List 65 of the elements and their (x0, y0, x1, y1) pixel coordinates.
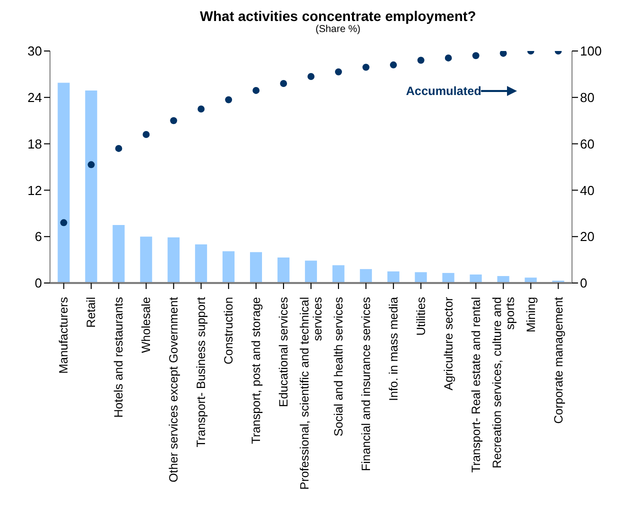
x-tick-label: Hotels and restaurants (112, 297, 126, 418)
y-tick-label: 24 (28, 90, 42, 106)
y2-tick-label: 80 (580, 90, 594, 106)
x-tick-label: Social and health services (331, 297, 346, 436)
annotation: Accumulated (406, 84, 482, 98)
x-tick-label: Utilities (414, 297, 428, 336)
x-tick-label: Mining (524, 297, 538, 332)
bar (250, 252, 262, 283)
x-tick-label: Info. in mass media (386, 296, 400, 402)
bar (304, 260, 317, 283)
x-tick-label: Wholesale (139, 296, 154, 354)
point (362, 64, 370, 71)
y-tick-label: 6 (34, 229, 42, 244)
bar (387, 271, 400, 283)
x-tick-label: Transport- Real estate and rental (468, 297, 483, 473)
bar (168, 237, 180, 283)
y-tick-label: 30 (28, 44, 42, 59)
bar (332, 265, 344, 283)
x-tick-label: Agriculture sector (441, 297, 456, 390)
y2-tick-label: 0 (580, 276, 588, 291)
y-tick-label: 0 (34, 276, 42, 291)
point (390, 61, 397, 68)
bar (85, 90, 98, 283)
x-tick-label: Retail (84, 297, 98, 328)
point (280, 80, 288, 87)
x-tick-label: Transport- Business support (194, 296, 208, 448)
y2-tick-label: 60 (580, 136, 594, 152)
point (142, 131, 150, 138)
x-tick-label: Recreation services, culture and sports (490, 297, 517, 468)
point (88, 161, 95, 168)
bar (360, 269, 372, 283)
point (472, 52, 480, 60)
x-tick-label: Other services except Government (166, 296, 181, 482)
bar (222, 251, 235, 283)
y2-tick-label: 20 (580, 229, 594, 244)
bar (195, 244, 208, 283)
bar (112, 225, 125, 283)
x-tick-label: Transport, post and storage (249, 296, 264, 444)
y2-tick-label: 40 (580, 182, 594, 198)
x-tick-label: Financial and insurance services (358, 297, 373, 472)
point (417, 56, 424, 64)
x-tick-label: Construction (222, 297, 236, 364)
bar (277, 257, 290, 283)
point (308, 73, 314, 80)
y-tick-label: 12 (28, 182, 42, 198)
y2-tick-label: 100 (580, 44, 602, 59)
chart-title: What activities concentrate employment? (198, 8, 478, 24)
point (252, 86, 260, 94)
x-tick-label: Corporate management (551, 296, 566, 424)
chart-subtitle: (Share %) (314, 24, 362, 35)
x-tick-label: Manufacturers (56, 297, 71, 374)
bar (414, 272, 427, 283)
x-tick-label: Educational services (276, 297, 291, 408)
bar (58, 82, 70, 283)
point (60, 219, 68, 226)
point (170, 117, 178, 124)
point (198, 106, 205, 112)
point (115, 144, 122, 152)
point (334, 68, 342, 76)
point (444, 54, 452, 62)
point (225, 96, 232, 104)
x-tick-label: Professional, scientific and technical services (298, 297, 324, 490)
bar (140, 236, 152, 283)
point (500, 51, 507, 57)
y-tick-label: 18 (28, 136, 42, 152)
